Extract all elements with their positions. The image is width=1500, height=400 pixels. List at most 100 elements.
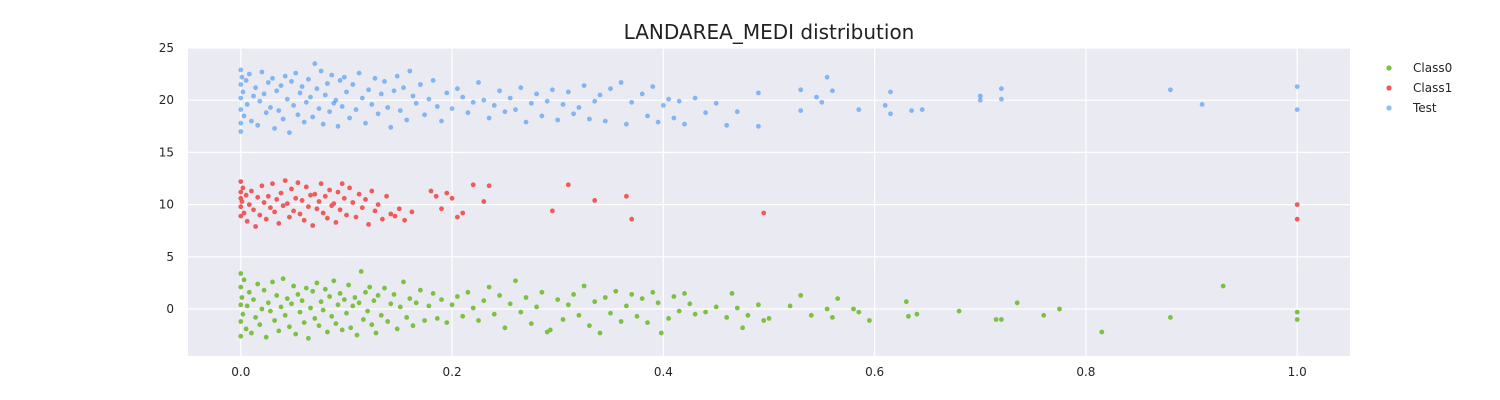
data-point [253,85,258,91]
data-point [486,183,492,189]
data-point [306,204,311,210]
data-point [337,291,343,296]
data-point [366,222,371,227]
data-point [550,87,555,93]
data-point [882,103,888,108]
data-point [261,91,267,97]
data-point [761,210,767,216]
data-point [259,306,265,312]
data-point [257,322,263,328]
data-point [565,182,571,188]
data-point [460,313,466,319]
data-point [318,68,324,74]
data-point [455,294,460,299]
data-point [385,319,391,324]
data-point [906,313,911,319]
data-point [333,321,339,326]
data-point [346,282,351,288]
data-point [388,124,394,130]
data-point [356,300,362,306]
data-point [999,86,1004,92]
data-point [629,292,635,297]
data-point [251,297,256,302]
data-point [327,187,332,193]
x-tick-label: 0.8 [1076,365,1095,379]
data-point [426,303,432,309]
data-point [314,86,320,92]
data-point [282,312,288,318]
data-point [373,330,379,336]
data-point [687,301,693,307]
data-point [375,293,381,298]
data-point [337,78,343,83]
data-point [1220,283,1226,289]
data-point [380,216,385,222]
data-point [576,105,582,110]
data-point [339,181,345,187]
data-point [404,315,410,320]
data-point [856,107,862,112]
data-point [263,334,269,340]
data-point [312,316,318,321]
data-point [618,319,624,324]
data-point [289,79,294,84]
data-point [756,90,761,96]
data-point [661,103,666,108]
x-tick-label: 0.0 [231,365,250,379]
data-point [268,105,273,110]
data-point [1014,300,1020,306]
data-point [272,125,277,131]
data-point [888,89,893,95]
data-point [1099,329,1105,335]
data-point [239,74,245,80]
data-point [460,210,466,216]
series-class0 [238,269,1300,341]
data-point [251,207,256,213]
data-point [344,212,349,218]
data-point [518,85,524,91]
data-point [682,121,687,127]
data-point [297,309,303,315]
data-point [244,218,250,224]
data-point [353,107,359,112]
data-point [363,197,368,202]
data-point [444,190,450,196]
data-point [470,99,476,105]
data-point [337,207,343,213]
data-point [439,206,444,212]
data-point [375,111,381,117]
data-point [1168,87,1173,93]
data-point [310,223,316,228]
data-point [341,74,347,80]
data-point [291,103,296,108]
grid-lines [188,47,1350,356]
data-point [645,113,650,119]
data-point [634,313,640,319]
data-point [249,188,254,194]
data-point [255,122,261,128]
data-point [391,88,397,94]
data-point [238,179,244,185]
y-axis-ticks: 0 5 10 15 20 25 [159,41,174,316]
data-point [347,185,352,191]
data-point [303,99,309,105]
data-point [339,104,345,109]
data-point [481,298,487,304]
data-point [455,214,460,220]
data-point [397,304,403,310]
data-point [798,293,804,298]
data-point [385,105,391,110]
data-point [239,295,245,300]
data-point [265,80,271,85]
data-point [299,298,305,304]
data-point [238,271,244,276]
data-point [316,106,322,111]
data-point [560,317,566,322]
data-point [308,192,313,198]
data-point [318,181,324,187]
series-class1 [238,178,1300,229]
data-point [322,286,328,292]
data-point [658,330,664,336]
data-point [392,213,398,219]
